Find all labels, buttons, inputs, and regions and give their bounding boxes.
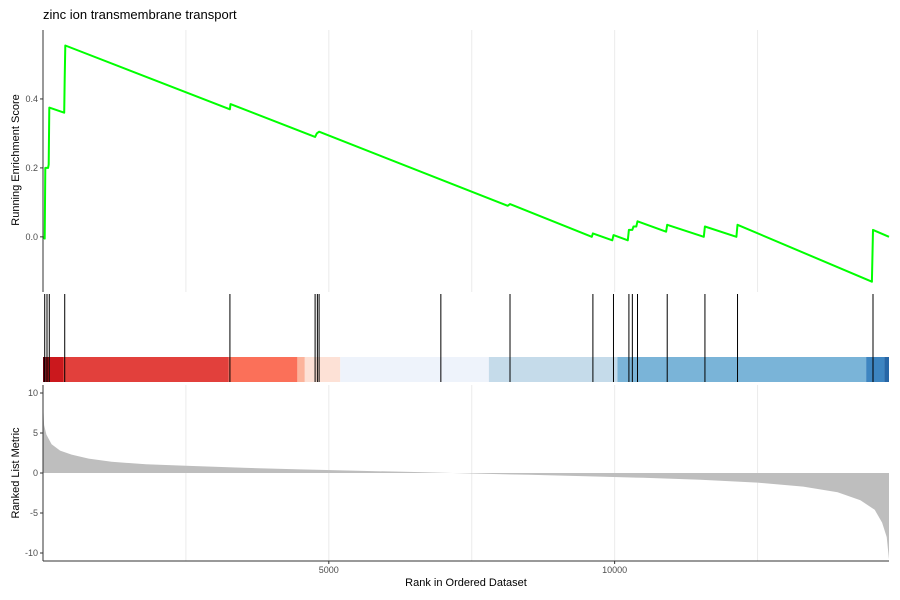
enrichment-y-axis-title: Running Enrichment Score xyxy=(10,94,22,225)
enrichment-y-tick-label: 0.4 xyxy=(25,94,38,104)
rank-band xyxy=(228,357,298,382)
ranked-metric-y-tick-label: -10 xyxy=(25,548,38,558)
ranked-metric-y-tick-label: 10 xyxy=(28,388,38,398)
gene-hit-markers xyxy=(44,294,874,382)
ranked-metric-y-tick-label: 0 xyxy=(33,468,38,478)
ranked-metric-y-tick-label: -5 xyxy=(30,508,38,518)
rank-color-bands xyxy=(43,357,889,382)
ranked-metric-fill xyxy=(43,401,889,560)
rank-band xyxy=(884,357,889,382)
enrichment-score-line xyxy=(42,44,890,283)
rank-band xyxy=(63,357,229,382)
ranked-metric-y-tick-label: 5 xyxy=(33,428,38,438)
enrichment-gridlines xyxy=(185,30,759,292)
ranked-metric-area xyxy=(43,401,889,560)
enrichment-y-ticks: 0.0 0.2 0.4 xyxy=(25,94,43,242)
x-axis-ticks: 5000 10000 xyxy=(319,561,627,575)
rank-band xyxy=(304,357,341,382)
rank-band xyxy=(45,357,50,382)
rank-band xyxy=(297,357,305,382)
rank-band xyxy=(617,357,867,382)
rank-band xyxy=(49,357,64,382)
ranked-metric-y-axis-title: Ranked List Metric xyxy=(10,427,22,519)
ranked-metric-y-ticks: 10 5 0 -5 -10 xyxy=(25,388,43,558)
rank-band xyxy=(340,357,489,382)
enrichment-y-tick-label: 0.0 xyxy=(25,232,38,242)
x-tick-label: 10000 xyxy=(602,565,627,575)
chart-title: zinc ion transmembrane transport xyxy=(43,7,237,22)
x-tick-label: 5000 xyxy=(319,565,339,575)
rank-band xyxy=(866,357,885,382)
enrichment-y-tick-label: 0.2 xyxy=(25,163,38,173)
rank-band xyxy=(488,357,618,382)
x-axis-title: Rank in Ordered Dataset xyxy=(405,577,527,589)
enrichment-series-line xyxy=(42,44,890,283)
